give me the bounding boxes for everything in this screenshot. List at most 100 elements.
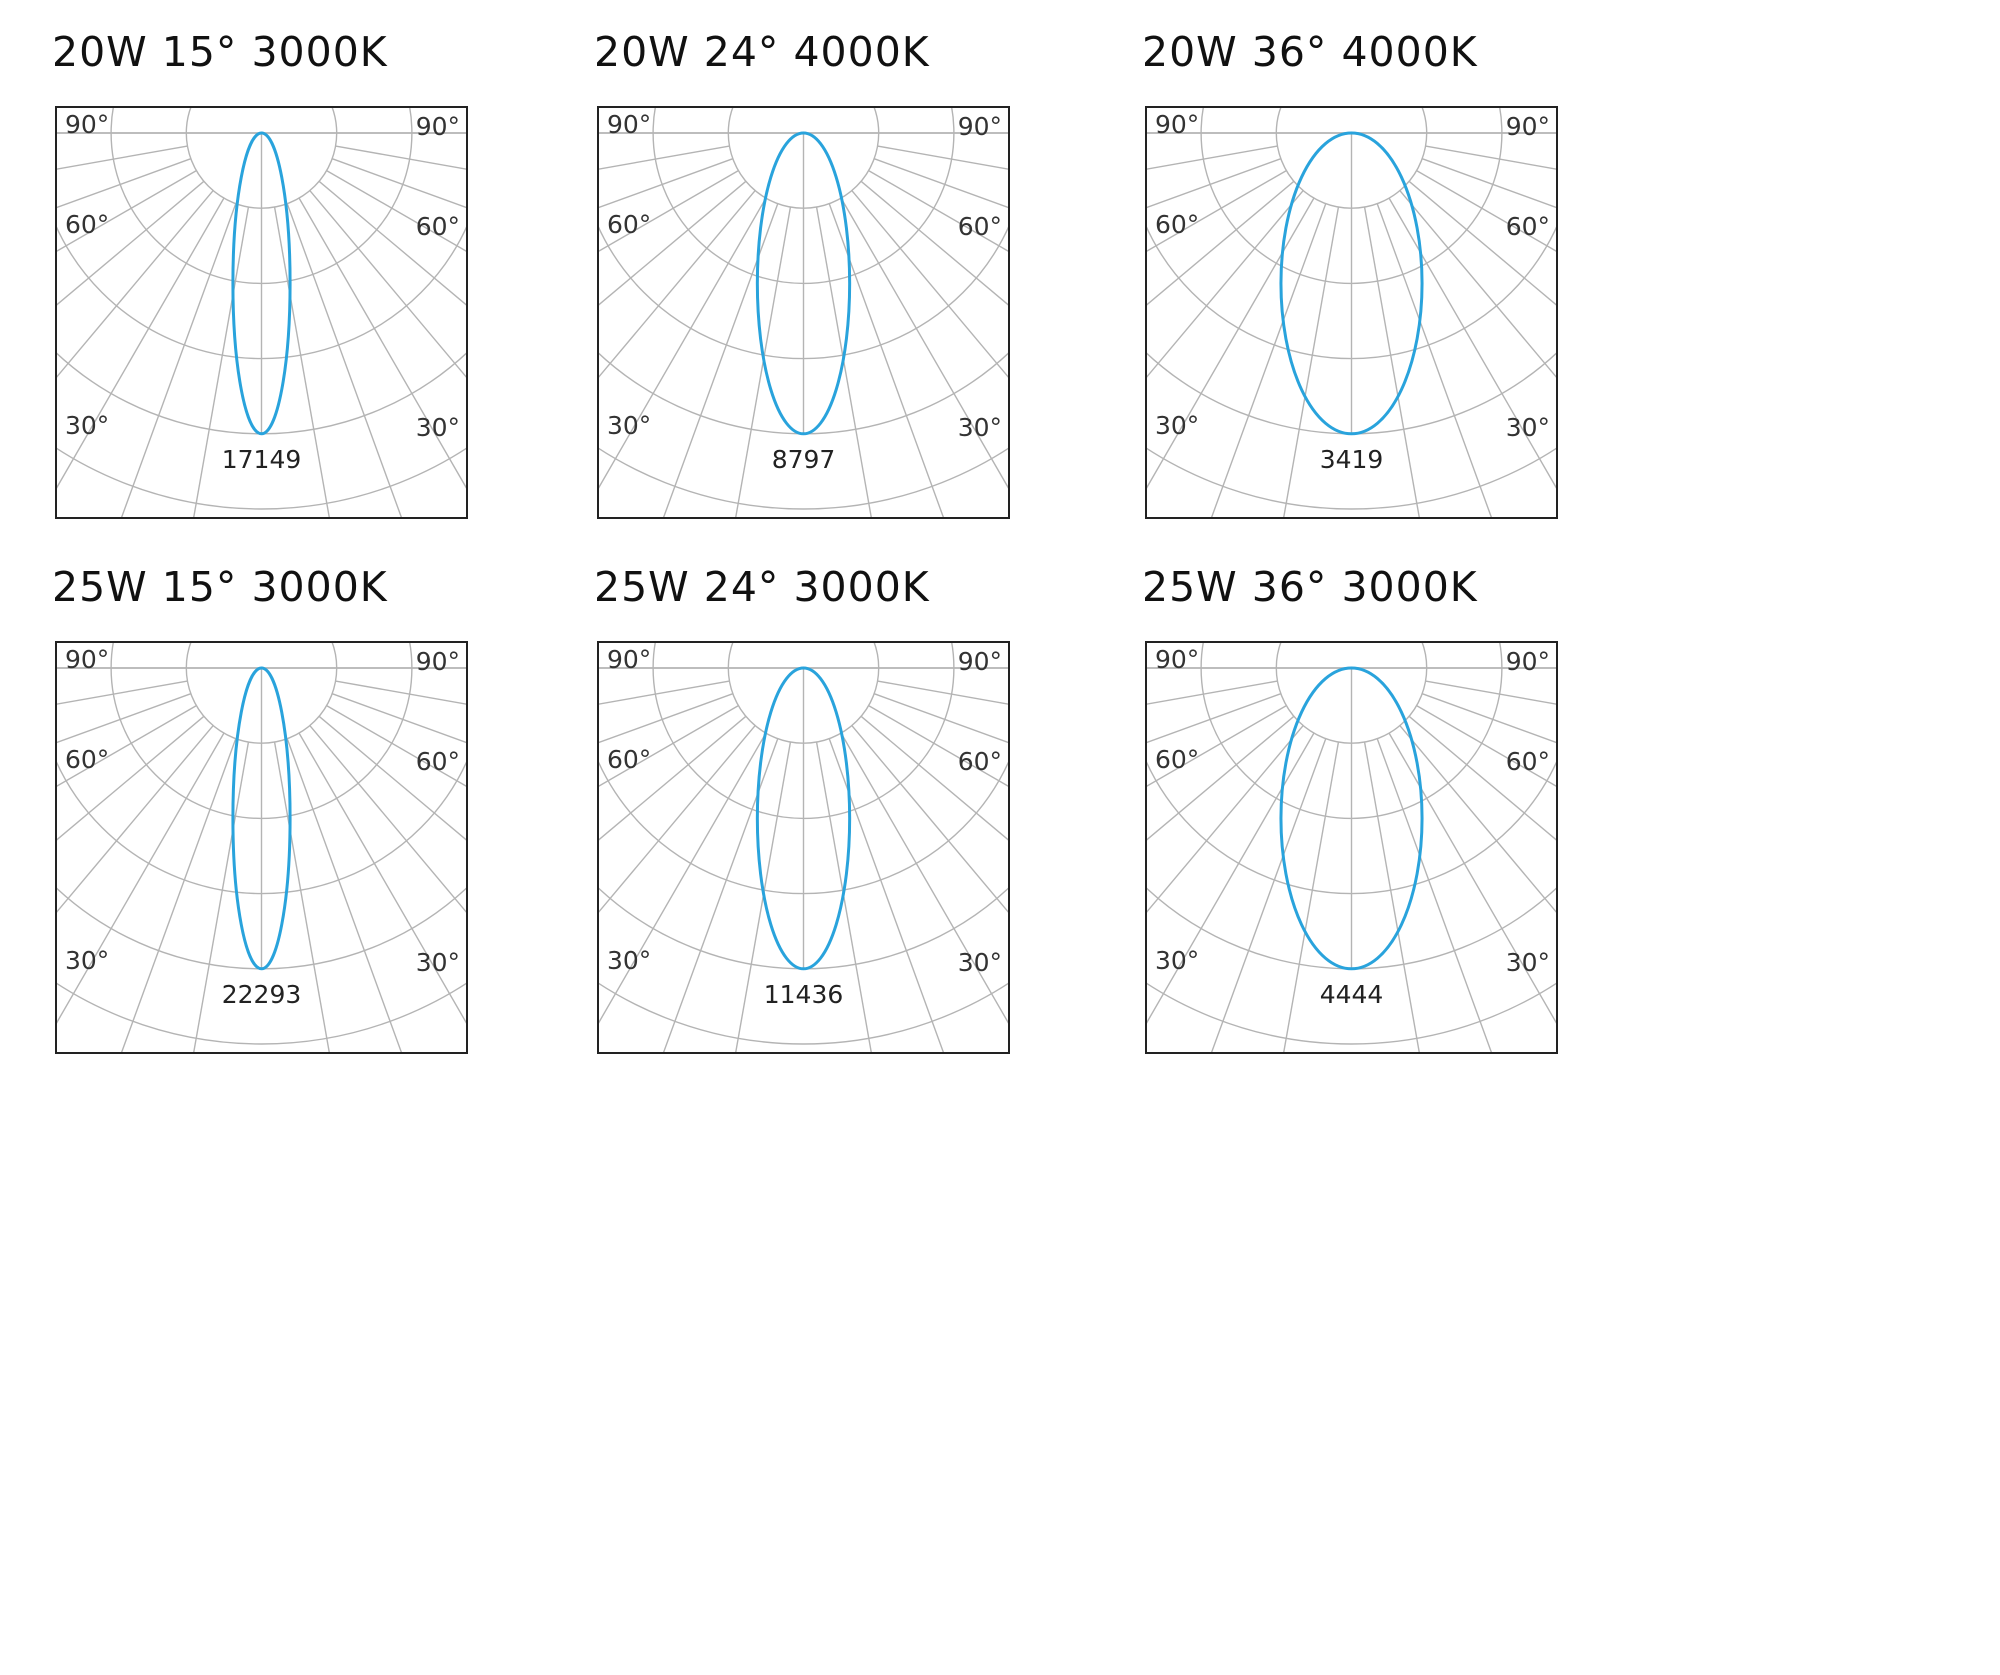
grid-spoke bbox=[662, 203, 779, 519]
grid-spoke bbox=[734, 206, 792, 519]
grid-spoke bbox=[326, 169, 468, 254]
beam-distribution-curve bbox=[755, 666, 852, 971]
angle-label: 30° bbox=[607, 411, 651, 440]
grid-spoke bbox=[851, 725, 1010, 916]
grid-spoke bbox=[1416, 704, 1558, 789]
grid-spoke bbox=[662, 738, 779, 1054]
grid-spoke bbox=[597, 715, 747, 843]
grid-spoke bbox=[286, 738, 403, 1054]
angle-label: 30° bbox=[958, 948, 1002, 977]
beam-distribution-curve bbox=[1279, 131, 1424, 436]
angle-label: 30° bbox=[1506, 948, 1550, 977]
grid-spoke bbox=[597, 704, 739, 789]
chart-frame bbox=[597, 106, 1010, 519]
peak-intensity-label: 22293 bbox=[222, 980, 302, 1009]
grid-spoke bbox=[55, 190, 214, 381]
grid-spoke bbox=[840, 197, 1010, 493]
grid-spoke bbox=[597, 169, 739, 254]
grid-spoke bbox=[868, 704, 1010, 789]
angle-label: 30° bbox=[65, 946, 109, 975]
chart-title: 25W 15° 3000K bbox=[52, 563, 388, 611]
grid-spoke bbox=[877, 145, 1010, 171]
beam-distribution-curve bbox=[231, 666, 292, 971]
chart-frame bbox=[55, 641, 468, 1054]
chart-frame bbox=[55, 106, 468, 519]
angle-label: 90° bbox=[65, 645, 109, 674]
grid-spoke bbox=[1416, 169, 1558, 254]
polar-plot-area: 90° 90° 60° 60° 30° 30° 8797 bbox=[597, 106, 1010, 519]
polar-chart-panel: 25W 24° 3000K 90° 90° 60° 60° 30° 30° 11436 bbox=[594, 563, 1114, 1073]
peak-intensity-label: 4444 bbox=[1320, 980, 1384, 1009]
grid-spoke bbox=[120, 738, 237, 1054]
grid-spoke bbox=[335, 680, 468, 706]
angle-label: 90° bbox=[607, 645, 651, 674]
peak-intensity-label: 8797 bbox=[772, 445, 836, 474]
grid-spoke bbox=[298, 197, 468, 493]
polar-svg: 90° 90° 60° 60° 30° 30° 8797 bbox=[597, 106, 1010, 519]
grid-spoke bbox=[1399, 190, 1558, 381]
grid-spoke bbox=[828, 203, 945, 519]
grid-spoke bbox=[1408, 180, 1558, 308]
grid-spoke bbox=[318, 715, 468, 843]
grid-spoke bbox=[734, 741, 792, 1054]
polar-plot-area: 90° 90° 60° 60° 30° 30° 22293 bbox=[55, 641, 468, 1054]
grid-spoke bbox=[1425, 145, 1558, 171]
angle-label: 90° bbox=[1506, 647, 1550, 676]
grid-spoke bbox=[1145, 190, 1304, 381]
polar-chart-panel: 20W 36° 4000K 90° 90° 60° 60° 30° 30° 3419 bbox=[1142, 28, 1662, 538]
angle-label: 60° bbox=[65, 210, 109, 239]
grid-spoke bbox=[1363, 741, 1421, 1054]
polar-svg: 90° 90° 60° 60° 30° 30° 3419 bbox=[1145, 106, 1558, 519]
grid-spoke bbox=[1376, 738, 1493, 1054]
grid-spoke bbox=[55, 169, 197, 254]
polar-svg: 90° 90° 60° 60° 30° 30° 22293 bbox=[55, 641, 468, 1054]
grid-spoke bbox=[1145, 145, 1278, 171]
angle-label: 60° bbox=[65, 745, 109, 774]
grid-spoke bbox=[1210, 203, 1327, 519]
grid-spoke bbox=[298, 732, 468, 1028]
polar-chart-panel: 20W 15° 3000K 90° 90° 60° 60° 30° 30° 17149 bbox=[52, 28, 572, 538]
grid-spoke bbox=[1145, 693, 1282, 744]
grid-spoke bbox=[1421, 693, 1558, 744]
grid-spoke bbox=[597, 145, 730, 171]
angle-label: 60° bbox=[607, 745, 651, 774]
grid-ring bbox=[55, 446, 468, 510]
angle-label: 30° bbox=[1155, 411, 1199, 440]
angle-label: 90° bbox=[607, 110, 651, 139]
grid-spoke bbox=[1145, 169, 1287, 254]
grid-spoke bbox=[309, 190, 468, 381]
angle-label: 60° bbox=[958, 747, 1002, 776]
grid-spoke bbox=[55, 693, 192, 744]
angle-label: 90° bbox=[416, 112, 460, 141]
grid-spoke bbox=[1388, 197, 1558, 493]
chart-title: 20W 24° 4000K bbox=[594, 28, 930, 76]
grid-spoke bbox=[1145, 732, 1315, 1028]
grid-spoke bbox=[860, 715, 1010, 843]
grid-spoke bbox=[868, 169, 1010, 254]
grid-spoke bbox=[597, 180, 747, 308]
polar-plot-area: 90° 90° 60° 60° 30° 30° 3419 bbox=[1145, 106, 1558, 519]
grid-spoke bbox=[1399, 725, 1558, 916]
polar-svg: 90° 90° 60° 60° 30° 30° 11436 bbox=[597, 641, 1010, 1054]
angle-label: 30° bbox=[416, 413, 460, 442]
angle-label: 60° bbox=[1155, 210, 1199, 239]
grid-spoke bbox=[597, 732, 767, 1028]
grid-ring bbox=[1145, 981, 1558, 1045]
chart-title: 25W 36° 3000K bbox=[1142, 563, 1478, 611]
angle-label: 30° bbox=[416, 948, 460, 977]
grid-spoke bbox=[597, 158, 734, 209]
angle-label: 90° bbox=[65, 110, 109, 139]
grid-spoke bbox=[597, 680, 730, 706]
angle-label: 60° bbox=[1506, 212, 1550, 241]
angle-label: 90° bbox=[1155, 110, 1199, 139]
angle-label: 30° bbox=[1155, 946, 1199, 975]
grid-spoke bbox=[55, 704, 197, 789]
grid-spoke bbox=[1145, 680, 1278, 706]
angle-label: 30° bbox=[958, 413, 1002, 442]
grid-spoke bbox=[1145, 725, 1304, 916]
angle-label: 60° bbox=[1506, 747, 1550, 776]
angle-label: 90° bbox=[958, 112, 1002, 141]
polar-chart-panel: 20W 24° 4000K 90° 90° 60° 60° 30° 30° 8797 bbox=[594, 28, 1114, 538]
grid-spoke bbox=[840, 732, 1010, 1028]
angle-label: 60° bbox=[1155, 745, 1199, 774]
